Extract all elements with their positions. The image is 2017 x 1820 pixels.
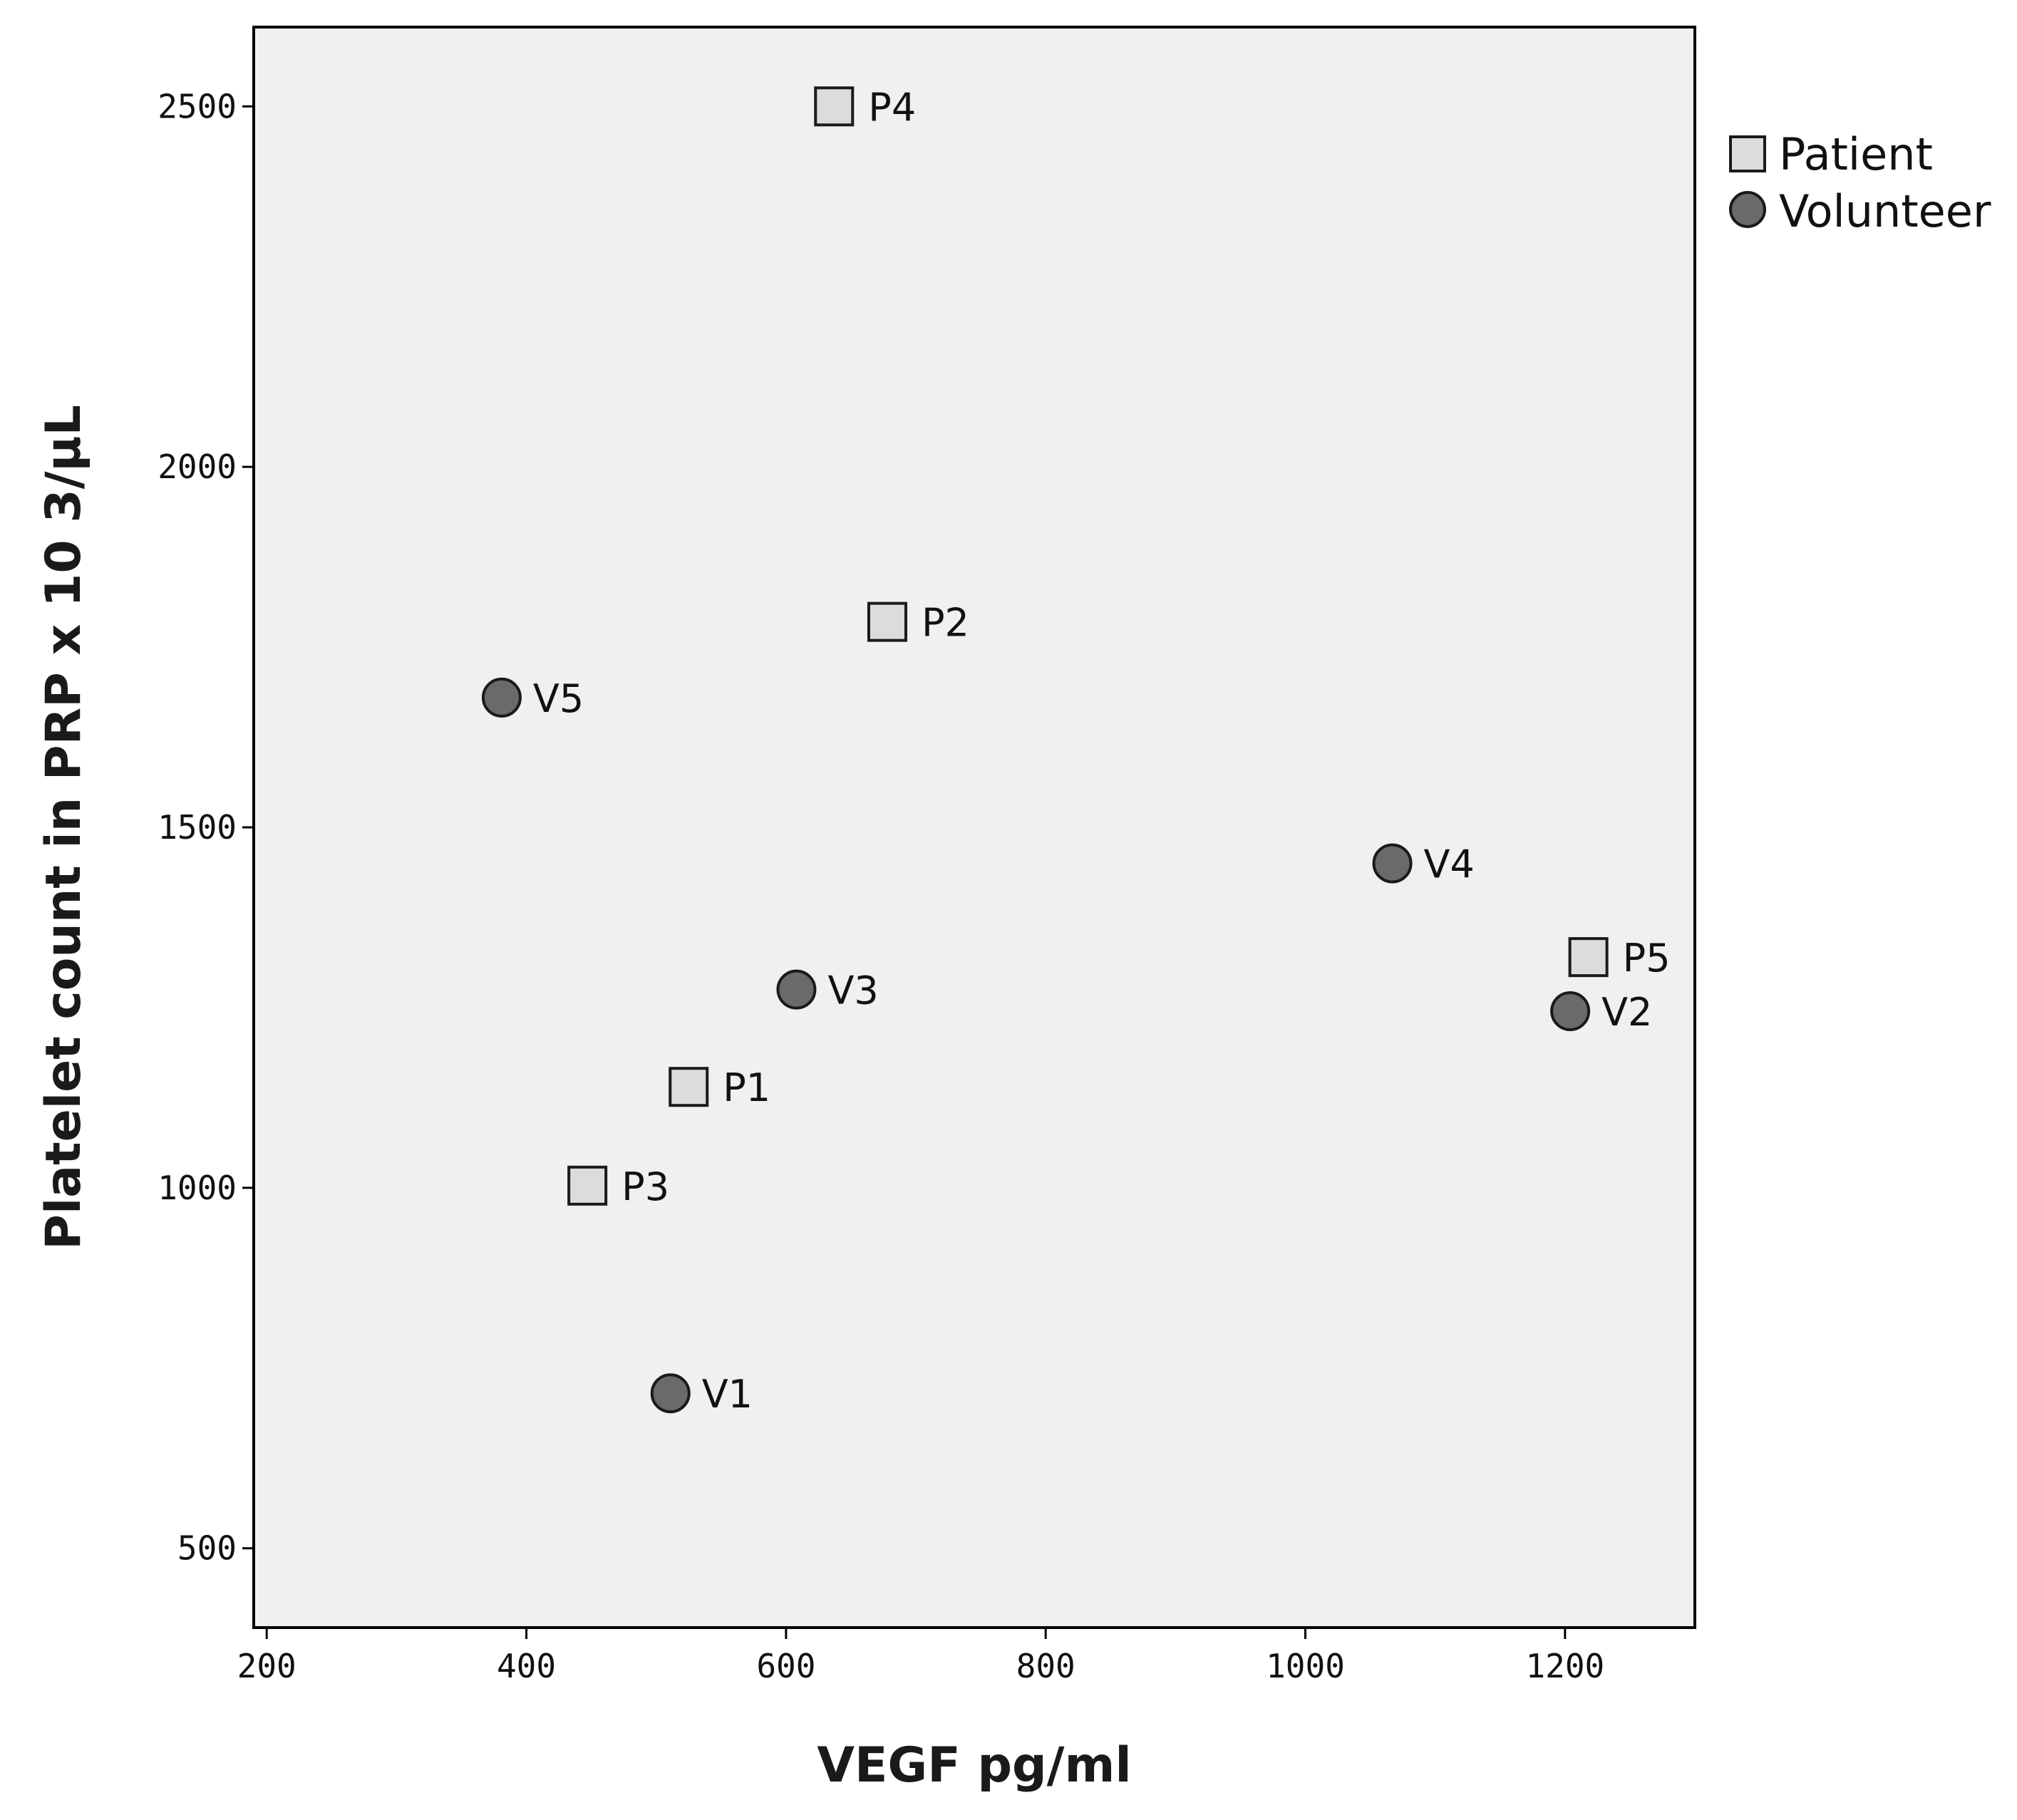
data-point-p5 <box>1568 937 1609 978</box>
y-tick-label: 2000 <box>158 448 237 486</box>
series-volunteer: V1 V2 V3 V4 V5 <box>481 676 1652 1417</box>
data-point-v5 <box>481 677 522 718</box>
point-label-p3: P3 <box>621 1164 669 1209</box>
data-point-p4 <box>814 86 855 127</box>
data-points: P1 P2 P3 P4 P5 V1 V2 V3 V4 V5 <box>481 85 1671 1417</box>
y-tick-label: 1000 <box>158 1169 237 1207</box>
x-tick-label: 800 <box>1016 1647 1075 1685</box>
point-label-p1: P1 <box>723 1065 770 1110</box>
y-tick-label: 2500 <box>158 87 237 125</box>
data-point-p1 <box>669 1067 709 1107</box>
point-label-v3: V3 <box>827 968 878 1013</box>
legend-volunteer-label: Volunteer <box>1779 185 1991 237</box>
x-tick-label: 1200 <box>1525 1647 1604 1685</box>
point-label-v2: V2 <box>1601 990 1652 1035</box>
y-axis-title: Platelet count in PRP x 10 3/µL <box>36 405 92 1250</box>
data-point-v2 <box>1550 991 1591 1031</box>
x-tick-label: 400 <box>497 1647 556 1685</box>
point-label-v5: V5 <box>533 676 584 721</box>
data-point-p3 <box>567 1165 608 1206</box>
point-label-p4: P4 <box>868 85 916 130</box>
x-axis-title: VEGF pg/ml <box>817 1737 1131 1794</box>
x-axis: 200 400 600 800 1000 1200 <box>237 1628 1604 1685</box>
data-point-v1 <box>650 1373 691 1414</box>
x-tick-label: 200 <box>237 1647 296 1685</box>
legend-volunteer-circle-icon <box>1729 191 1766 228</box>
plot-area <box>252 26 1696 1629</box>
data-point-v4 <box>1372 843 1413 884</box>
series-patient: P1 P2 P3 P4 P5 <box>567 85 1671 1209</box>
data-point-v3 <box>776 969 817 1010</box>
data-point-p2 <box>867 601 907 642</box>
point-label-p2: P2 <box>922 601 969 646</box>
y-tick-label: 500 <box>177 1529 237 1568</box>
legend-patient-square-icon <box>1729 135 1766 172</box>
point-label-v4: V4 <box>1424 842 1475 887</box>
point-label-p5: P5 <box>1623 936 1671 981</box>
legend: Patient Volunteer <box>1729 128 1991 237</box>
y-axis: 500 1000 1500 2000 2500 <box>158 87 254 1568</box>
legend-patient-label: Patient <box>1779 128 1933 180</box>
x-tick-label: 600 <box>756 1647 815 1685</box>
point-label-v1: V1 <box>702 1372 753 1417</box>
y-tick-label: 1500 <box>158 808 237 847</box>
x-tick-label: 1000 <box>1266 1647 1345 1685</box>
